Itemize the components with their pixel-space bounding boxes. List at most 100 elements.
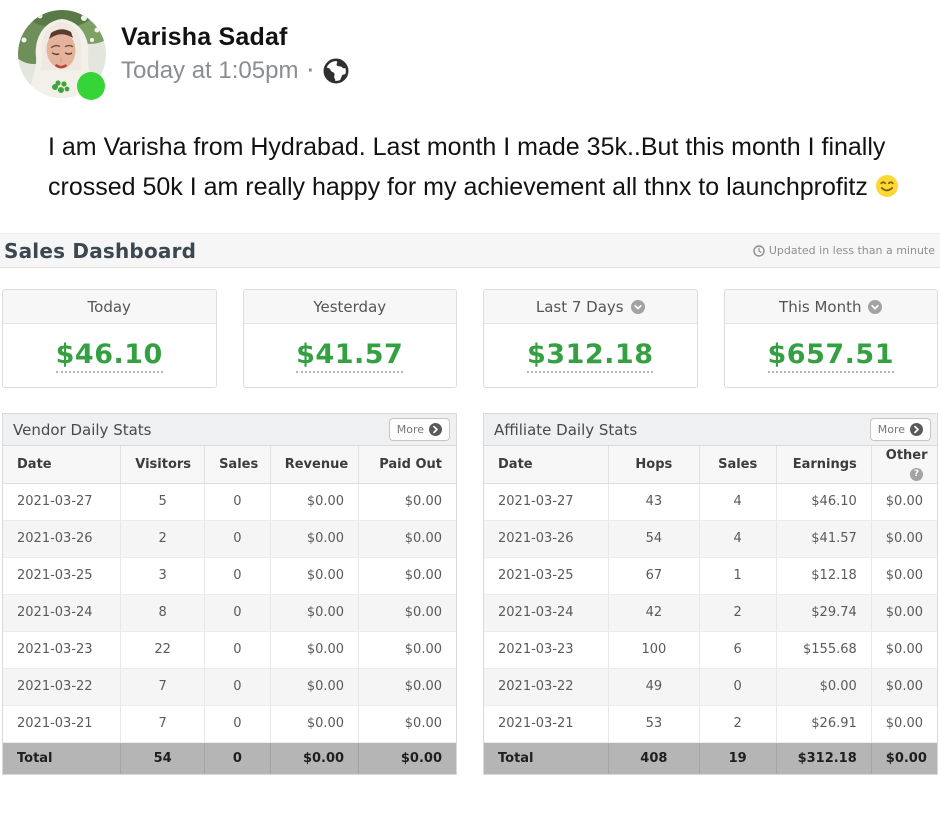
column-header-hops: Hops	[608, 446, 700, 484]
panel-header: Vendor Daily Stats More	[3, 414, 456, 446]
table-row: 2021-03-21 7 0 $0.00 $0.00	[3, 705, 456, 743]
table-total-cell: 19	[699, 742, 777, 774]
stat-card-header: Last 7 Days	[484, 290, 697, 324]
table-cell: $26.91	[776, 705, 872, 743]
table-cell: $155.68	[776, 631, 872, 669]
online-status-dot	[77, 72, 105, 100]
more-button[interactable]: More	[869, 418, 931, 441]
social-post: Varisha Sadaf Today at 1:05pm · I am Var…	[0, 0, 940, 210]
sales-dashboard: Sales Dashboard Updated in less than a m…	[0, 233, 940, 775]
table-cell: 0	[699, 668, 777, 706]
vendor-daily-stats-panel: Vendor Daily Stats More Date Visitors Sale…	[2, 413, 457, 775]
dashboard-header-bar: Sales Dashboard Updated in less than a m…	[0, 233, 940, 268]
stat-cards-row: Today $46.10 Yesterday $41.57 Last 7 Day…	[2, 289, 938, 388]
table-cell: $0.00	[871, 520, 937, 558]
table-cell: $0.00	[776, 668, 872, 706]
table-cell: $0.00	[358, 594, 456, 632]
stat-card-value[interactable]: $46.10	[55, 339, 163, 373]
table-cell: 0	[204, 557, 271, 595]
post-meta: Today at 1:05pm ·	[121, 57, 349, 85]
table-row: 2021-03-25 3 0 $0.00 $0.00	[3, 557, 456, 595]
table-row: 2021-03-27 5 0 $0.00 $0.00	[3, 483, 456, 521]
stat-card-last-7-days: Last 7 Days $312.18	[483, 289, 698, 388]
table-cell: 54	[608, 520, 700, 558]
stat-card-this-month: This Month $657.51	[723, 289, 938, 388]
table-row: 2021-03-21 53 2 $26.91 $0.00	[484, 705, 937, 743]
table-cell: 0	[204, 705, 271, 743]
post-body: I am Varisha from Hydrabad. Last month I…	[48, 127, 912, 210]
table-total-cell: Total	[484, 742, 610, 774]
post-header-text: Varisha Sadaf Today at 1:05pm ·	[121, 23, 349, 85]
table-cell: $12.18	[776, 557, 872, 595]
vendor-daily-stats-table: Date Visitors Sales Revenue Paid Out 2021-03-…	[3, 446, 456, 774]
table-cell: 67	[608, 557, 700, 595]
table-cell: 43	[608, 483, 700, 521]
table-cell: 2	[699, 594, 777, 632]
table-total-row: Total 408 19 $312.18 $0.00	[484, 742, 937, 774]
table-row: 2021-03-25 67 1 $12.18 $0.00	[484, 557, 937, 595]
table-cell: $0.00	[358, 705, 456, 743]
table-cell: 0	[204, 520, 271, 558]
more-button-label: More	[877, 423, 905, 436]
table-cell: $0.00	[871, 668, 937, 706]
table-cell: 7	[120, 705, 206, 743]
table-cell: 53	[608, 705, 700, 743]
table-cell: $0.00	[270, 705, 360, 743]
table-total-row: Total 54 0 $0.00 $0.00	[3, 742, 456, 774]
column-header-sales: Sales	[204, 446, 271, 484]
table-row: 2021-03-22 7 0 $0.00 $0.00	[3, 668, 456, 706]
table-cell: 22	[120, 631, 206, 669]
table-cell: $0.00	[358, 520, 456, 558]
table-total-cell: $0.00	[871, 742, 937, 774]
table-cell: 2021-03-27	[484, 483, 610, 521]
table-cell: 4	[699, 483, 777, 521]
table-row: 2021-03-22 49 0 $0.00 $0.00	[484, 668, 937, 706]
question-circle-icon[interactable]: ?	[910, 467, 923, 481]
table-cell: $0.00	[270, 520, 360, 558]
table-cell: 1	[699, 557, 777, 595]
table-cell: 4	[699, 520, 777, 558]
stat-card-yesterday: Yesterday $41.57	[242, 289, 457, 388]
updated-status: Updated in less than a minute	[753, 244, 936, 257]
column-header-date: Date	[3, 446, 122, 484]
stat-card-value[interactable]: $312.18	[527, 339, 654, 373]
table-total-cell: 54	[120, 742, 206, 774]
table-cell: $0.00	[270, 557, 360, 595]
stat-card-label: Yesterday	[313, 297, 387, 316]
avatar-photo	[18, 10, 106, 98]
table-row: 2021-03-27 43 4 $46.10 $0.00	[484, 483, 937, 521]
chevron-down-icon[interactable]	[630, 299, 645, 314]
clock-icon	[753, 244, 765, 257]
table-total-cell: 0	[204, 742, 271, 774]
post-timestamp[interactable]: Today at 1:05pm	[121, 57, 299, 84]
table-cell: 2021-03-26	[484, 520, 610, 558]
table-cell: 2021-03-23	[484, 631, 610, 669]
table-row: 2021-03-26 2 0 $0.00 $0.00	[3, 520, 456, 558]
post-author[interactable]: Varisha Sadaf	[121, 23, 288, 51]
table-total-cell: $0.00	[358, 742, 456, 774]
table-cell: 2021-03-21	[3, 705, 122, 743]
table-cell: $0.00	[270, 668, 360, 706]
table-row: 2021-03-24 42 2 $29.74 $0.00	[484, 594, 937, 632]
smiling-emoji-icon	[875, 170, 899, 210]
chevron-down-icon[interactable]	[868, 299, 883, 314]
table-cell: $0.00	[358, 557, 456, 595]
table-cell: $0.00	[270, 631, 360, 669]
table-cell: 2021-03-22	[484, 668, 610, 706]
avatar[interactable]	[18, 10, 106, 100]
table-cell: $0.00	[871, 557, 937, 595]
table-cell: 100	[608, 631, 700, 669]
table-cell: 6	[699, 631, 777, 669]
column-header-date: Date	[484, 446, 610, 484]
table-cell: $0.00	[270, 483, 360, 521]
post-text: I am Varisha from Hydrabad. Last month I…	[48, 133, 886, 201]
column-header-paid-out: Paid Out	[358, 446, 456, 484]
column-header-earnings: Earnings	[776, 446, 872, 484]
table-cell: 0	[204, 668, 271, 706]
table-total-cell: $312.18	[776, 742, 872, 774]
table-cell: 42	[608, 594, 700, 632]
stat-card-value[interactable]: $657.51	[767, 339, 894, 373]
table-cell: 2021-03-21	[484, 705, 610, 743]
more-button[interactable]: More	[388, 418, 450, 441]
stat-card-value[interactable]: $41.57	[296, 339, 404, 373]
